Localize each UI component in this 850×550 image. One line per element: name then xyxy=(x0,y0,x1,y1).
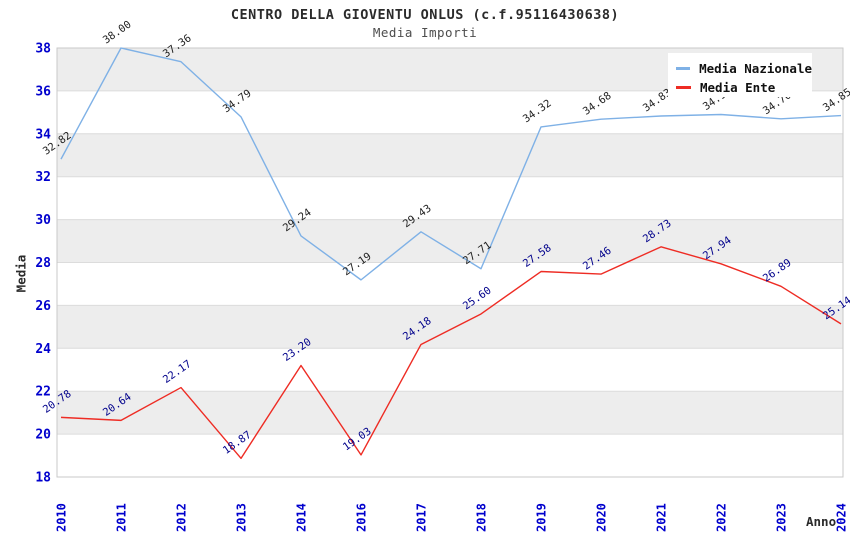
legend-item-media-nazionale: Media Nazionale xyxy=(676,59,812,78)
x-tick-labels: 2010 2011 2012 2013 2014 2016 2017 2018 2019 2020… xyxy=(55,503,849,532)
y-tick-labels: 18 20 22 24 26 28 30 32 34 36 38 xyxy=(35,42,51,486)
svg-text:34: 34 xyxy=(35,127,51,142)
svg-text:2010: 2010 xyxy=(55,503,69,532)
svg-text:36: 36 xyxy=(35,84,51,99)
legend-swatch-icon xyxy=(676,86,691,89)
svg-text:2019: 2019 xyxy=(535,503,549,532)
legend-label: Media Nazionale xyxy=(699,61,812,76)
svg-text:34.68: 34.68 xyxy=(581,90,614,118)
svg-text:2011: 2011 xyxy=(115,503,129,532)
svg-text:2017: 2017 xyxy=(415,503,429,532)
grid-bands xyxy=(57,48,843,435)
svg-text:38: 38 xyxy=(35,42,51,57)
svg-text:20: 20 xyxy=(35,428,51,443)
series-line-media-ente xyxy=(60,246,842,460)
svg-text:38.00: 38.00 xyxy=(101,18,134,46)
legend-item-media-ente: Media Ente xyxy=(676,78,812,97)
svg-text:2021: 2021 xyxy=(655,503,669,532)
svg-text:2018: 2018 xyxy=(475,503,489,532)
svg-text:2013: 2013 xyxy=(235,503,249,532)
legend: Media Nazionale Media Ente xyxy=(668,53,812,97)
svg-text:34.32: 34.32 xyxy=(521,97,554,125)
svg-text:2022: 2022 xyxy=(715,503,729,532)
plot-border xyxy=(56,47,844,478)
svg-text:2012: 2012 xyxy=(175,503,189,532)
x-axis-label: Anno xyxy=(806,514,837,529)
svg-text:30: 30 xyxy=(35,213,51,228)
svg-text:22.17: 22.17 xyxy=(161,358,194,386)
svg-text:2016: 2016 xyxy=(355,503,369,532)
y-axis-label: Media xyxy=(13,254,29,292)
svg-text:32: 32 xyxy=(35,170,51,185)
chart-subtitle: Media Importi xyxy=(372,25,478,40)
svg-text:18: 18 xyxy=(35,471,51,486)
y-axis-label-wrap: Media xyxy=(8,238,34,308)
series-line-media-nazionale xyxy=(60,47,842,281)
svg-text:26: 26 xyxy=(35,299,51,314)
svg-text:2020: 2020 xyxy=(595,503,609,532)
svg-text:24: 24 xyxy=(35,342,51,357)
svg-text:2024: 2024 xyxy=(835,503,849,532)
legend-swatch-icon xyxy=(676,67,691,70)
svg-text:34.79: 34.79 xyxy=(221,87,254,115)
svg-text:22: 22 xyxy=(35,385,51,400)
svg-text:2014: 2014 xyxy=(295,503,309,532)
svg-text:2023: 2023 xyxy=(775,503,789,532)
svg-text:28: 28 xyxy=(35,256,51,271)
chart-title: CENTRO DELLA GIOVENTU ONLUS (c.f.9511643… xyxy=(230,7,620,23)
legend-label: Media Ente xyxy=(700,80,776,95)
